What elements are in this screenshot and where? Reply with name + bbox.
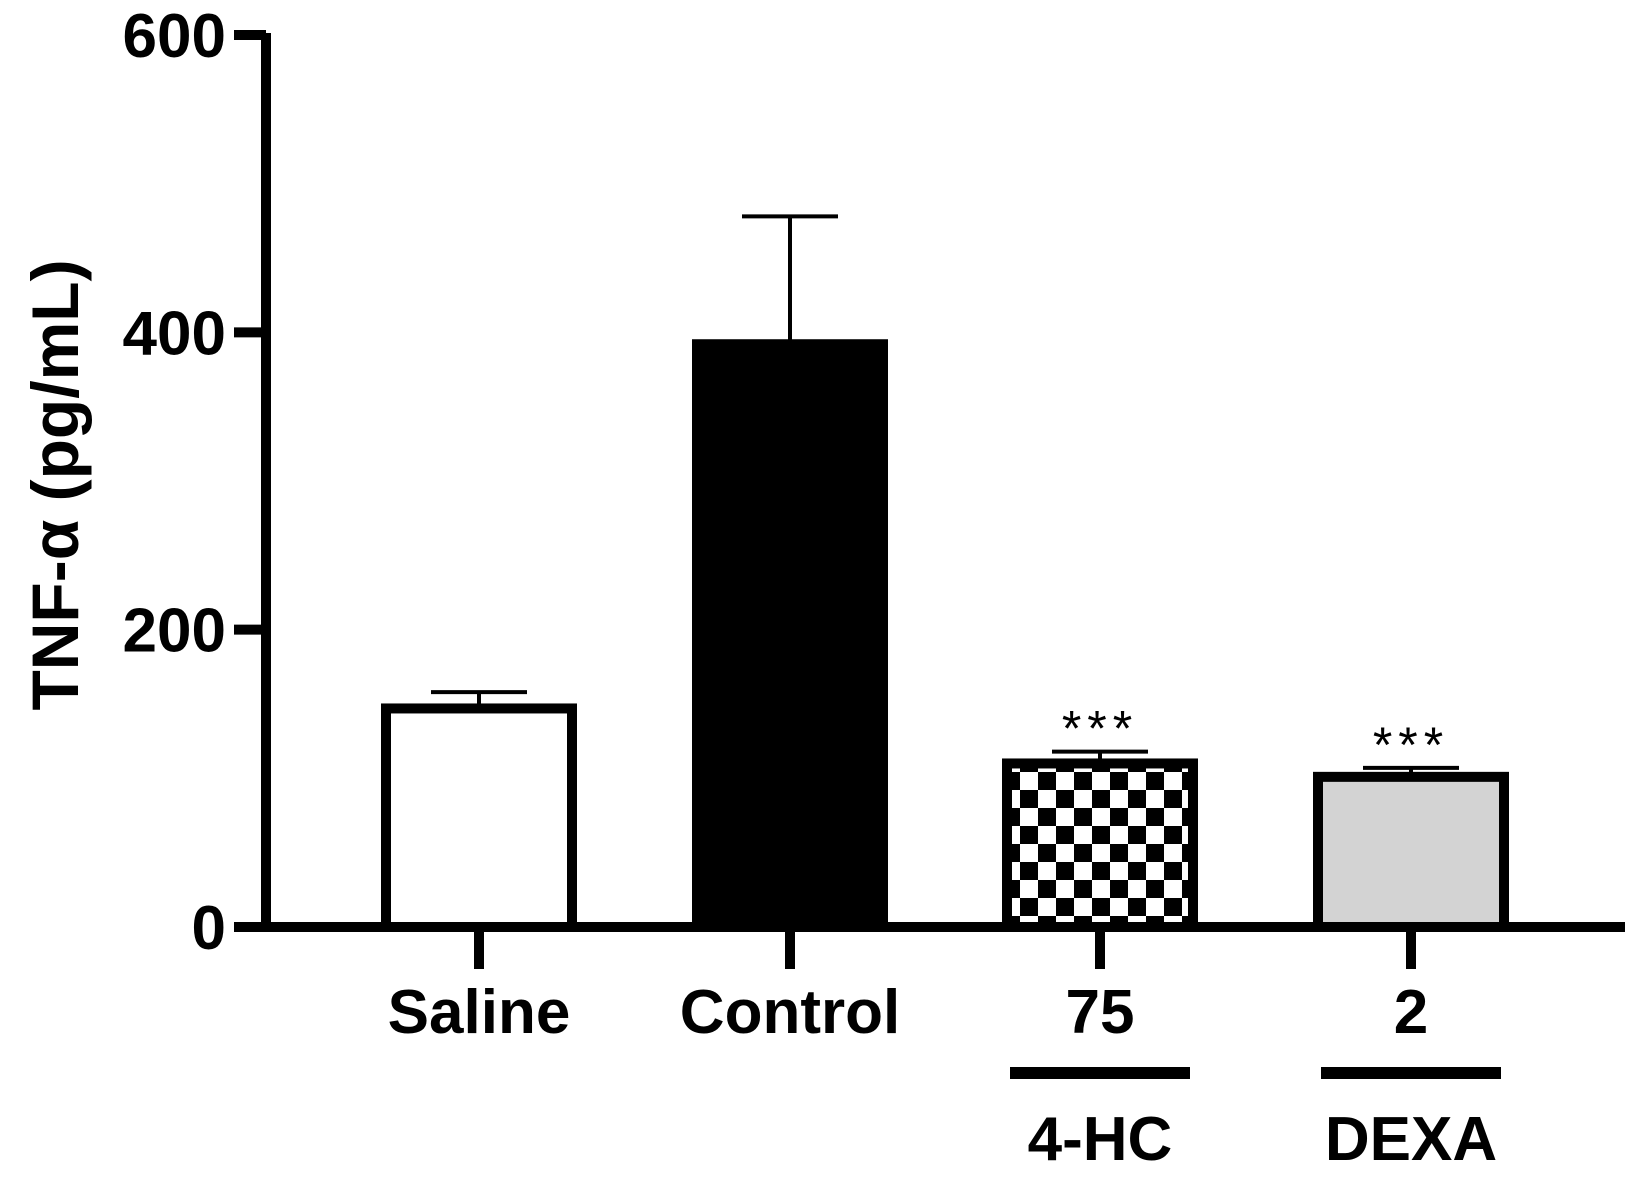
bar-control <box>692 339 888 932</box>
x-tick-label: Saline <box>388 978 571 1047</box>
y-tick-label: 200 <box>123 597 226 666</box>
x-tick-label: 75 <box>1066 978 1135 1047</box>
significance-label: *** <box>1062 701 1138 757</box>
bar-2 <box>1313 771 1509 933</box>
group-label: 4-HC <box>1028 1105 1173 1173</box>
y-tick-label: 400 <box>123 299 226 368</box>
x-tick-label: 2 <box>1394 978 1428 1047</box>
bar-saline <box>381 703 577 933</box>
group-label: DEXA <box>1325 1105 1497 1173</box>
bar-75 <box>1002 758 1198 933</box>
x-tick-label: Control <box>680 978 900 1047</box>
y-axis-label: TNF-α (pg/mL) <box>18 259 92 710</box>
y-tick-label: 600 <box>123 2 226 71</box>
significance-label: *** <box>1373 717 1449 773</box>
y-tick-label: 0 <box>192 894 226 963</box>
